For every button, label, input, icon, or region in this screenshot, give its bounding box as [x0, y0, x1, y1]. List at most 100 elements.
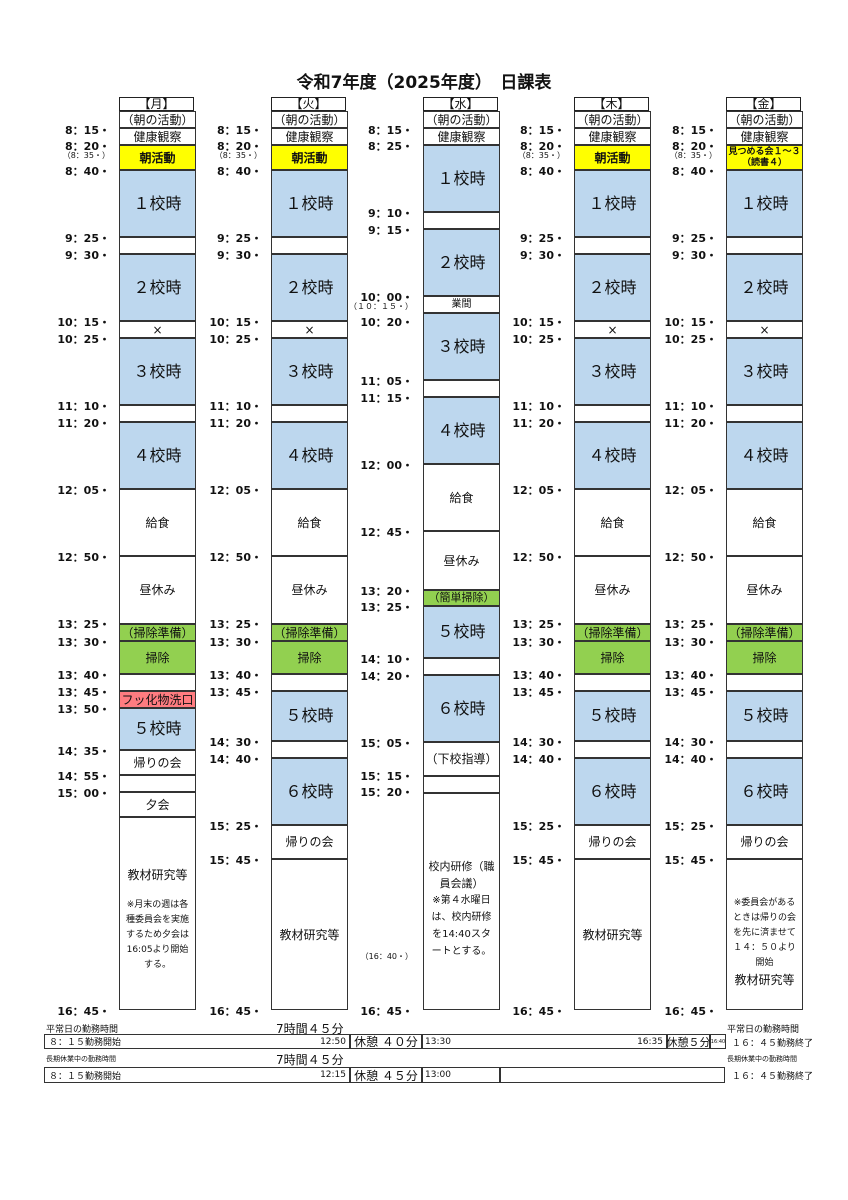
thu-time-label: 8：20・ [520, 140, 565, 153]
wed-time-label: 15：20・ [360, 786, 413, 799]
thu-break-2: × [574, 321, 651, 338]
mon-homeroom: 帰りの会 [119, 750, 196, 775]
thu-morning-program: 朝活動 [574, 145, 651, 170]
mon-time-label: 11：10・ [57, 400, 110, 413]
fri-homeroom: 帰りの会 [726, 825, 803, 859]
wed-time-label: 12：45・ [360, 526, 413, 539]
wed-period-5: ５校時 [423, 606, 500, 658]
wed-time-label: 10：00・ [360, 291, 413, 304]
page-title: 令和7年度（2025年度） 日課表 [296, 73, 552, 93]
fri-time-label: 13：25・ [664, 618, 717, 631]
wed-time-label: 13：20・ [360, 585, 413, 598]
day-header-fri: 【金】 [726, 97, 801, 111]
tue-time-label: （8：35・） [214, 151, 262, 160]
thu-time-label: 14：40・ [512, 753, 565, 766]
thu-time-label: 15：25・ [512, 820, 565, 833]
normal-break-end: 13:30 [425, 1036, 451, 1047]
tue-time-label: 13：25・ [209, 618, 262, 631]
mon-time-label: 13：45・ [57, 686, 110, 699]
thu-time-label: 9：25・ [520, 232, 565, 245]
tue-time-label: 11：10・ [209, 400, 262, 413]
tue-time-label: 9：30・ [217, 249, 262, 262]
wed-time-label: 15：05・ [360, 737, 413, 750]
mon-cleaning: 掃除 [119, 641, 196, 674]
fri-period-2: ２校時 [726, 254, 803, 321]
long-afternoon-box [500, 1067, 725, 1083]
thu-lunch-break: 昼休み [574, 556, 651, 624]
normal-break2: 休憩５分 [666, 1034, 711, 1049]
wed-time-label: 12：00・ [360, 459, 413, 472]
wed-time-label: 9：15・ [368, 224, 413, 237]
tue-break-3 [271, 405, 348, 422]
fri-time-label: 8：40・ [672, 165, 717, 178]
mon-time-label: 13：50・ [57, 703, 110, 716]
mon-time-label: 12：50・ [57, 551, 110, 564]
tue-period-1: １校時 [271, 170, 348, 237]
fri-period-4: ４校時 [726, 422, 803, 489]
fri-period-3: ３校時 [726, 338, 803, 405]
normal-total: 7時間４５分 [276, 1022, 344, 1036]
wed-period-3: ３校時 [423, 313, 500, 380]
mon-time-label: 13：25・ [57, 618, 110, 631]
tue-time-label: 11：20・ [209, 417, 262, 430]
mon-period-3: ３校時 [119, 338, 196, 405]
mon-gap [119, 674, 196, 691]
thu-period-1: １校時 [574, 170, 651, 237]
mon-evening-meeting: 夕会 [119, 792, 196, 817]
mon-break-3 [119, 405, 196, 422]
day-header-mon: 【月】 [119, 97, 194, 111]
fri-reflection-meeting: 見つめる会１～３ [728, 146, 801, 157]
fri-gap [726, 674, 803, 691]
tue-time-label: 13：40・ [209, 669, 262, 682]
tue-time-label: 15：45・ [209, 854, 262, 867]
tue-gap [271, 674, 348, 691]
mon-time-label: 9：30・ [65, 249, 110, 262]
thu-time-label: 8：40・ [520, 165, 565, 178]
fri-morning-activity: （朝の活動） [726, 111, 803, 128]
fri-time-label: 12：05・ [664, 484, 717, 497]
thu-break-1 [574, 237, 651, 254]
fri-time-label: 13：40・ [664, 669, 717, 682]
long-work-start-box: ８：１５勤務開始 12:15 [44, 1067, 350, 1083]
thu-time-label: 11：20・ [512, 417, 565, 430]
long-work-end: １６：４５勤務終了 [732, 1072, 814, 1082]
wed-lunch: 給食 [423, 464, 500, 531]
wed-dismissal-guidance: （下校指導） [423, 742, 500, 776]
thu-time-label: （8：35・） [517, 151, 565, 160]
mon-time-label: 14：35・ [57, 745, 110, 758]
mon-health-check: 健康観察 [119, 128, 196, 145]
long-break-start: 12:15 [320, 1070, 346, 1080]
fri-time-label: 15：25・ [664, 820, 717, 833]
thu-morning-activity: （朝の活動） [574, 111, 651, 128]
tue-time-label: 14：40・ [209, 753, 262, 766]
tue-time-label: 16：45・ [209, 1005, 262, 1018]
thu-time-label: 14：30・ [512, 736, 565, 749]
thu-period-3: ３校時 [574, 338, 651, 405]
tue-time-label: 12：05・ [209, 484, 262, 497]
thu-break-5 [574, 741, 651, 758]
tue-morning-activity: （朝の活動） [271, 111, 348, 128]
mon-time-label: 10：15・ [57, 316, 110, 329]
fri-period-5: ５校時 [726, 691, 803, 741]
mon-teacher-study-label: 教材研究等 [127, 868, 188, 882]
fri-morning-program: 見つめる会１～３ （読書４） [726, 145, 803, 170]
fri-time-label: 9：25・ [672, 232, 717, 245]
mon-period-4: ４校時 [119, 422, 196, 489]
day-header-tue: 【火】 [271, 97, 346, 111]
wed-time-label: （１０：１５・） [349, 302, 413, 311]
fri-time-label: 8：20・ [672, 140, 717, 153]
wed-gap [423, 776, 500, 793]
wed-lunch-break: 昼休み [423, 531, 500, 590]
fri-time-label: （8：35・） [669, 151, 717, 160]
mon-note: ※月末の週は各種委員会を実施するため夕会は16:05より開始する。 [125, 900, 189, 970]
fri-time-label: 13：30・ [664, 636, 717, 649]
thu-time-label: 8：15・ [520, 124, 565, 137]
thu-gap [574, 674, 651, 691]
long-break: 休憩 ４５分 [350, 1067, 422, 1083]
mon-fluoride: フッ化物洗口 [119, 691, 196, 708]
thu-health-check: 健康観察 [574, 128, 651, 145]
fri-period-1: １校時 [726, 170, 803, 237]
long-break-end-box: 13:00 [422, 1067, 500, 1083]
wed-time-label: 16：45・ [360, 1005, 413, 1018]
mon-time-label: 13：30・ [57, 636, 110, 649]
